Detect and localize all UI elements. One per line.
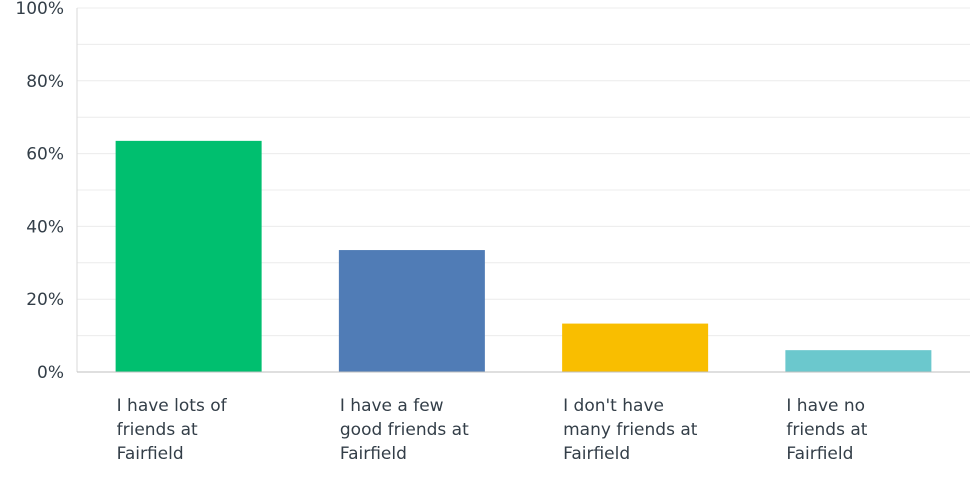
x-category-label: I don't have many friends at Fairfield (563, 396, 698, 464)
y-tick-label: 40% (26, 217, 64, 237)
y-tick-label: 0% (37, 363, 64, 383)
bar (115, 140, 262, 372)
y-tick-label: 20% (26, 290, 64, 310)
y-tick-label: 60% (26, 145, 64, 165)
y-tick-label: 100% (15, 0, 64, 19)
y-tick-label: 80% (26, 72, 64, 92)
x-category-label: I have lots of friends at Fairfield (116, 396, 227, 464)
bars (115, 140, 932, 372)
x-category-label: I have no friends at Fairfield (786, 396, 868, 464)
y-axis: 0% 20% 40% 60% 80% 100% (15, 0, 64, 383)
bar (785, 350, 932, 372)
bar (338, 250, 485, 372)
bar (562, 323, 709, 372)
x-category-label: I have a few good friends at Fairfield (339, 396, 469, 464)
